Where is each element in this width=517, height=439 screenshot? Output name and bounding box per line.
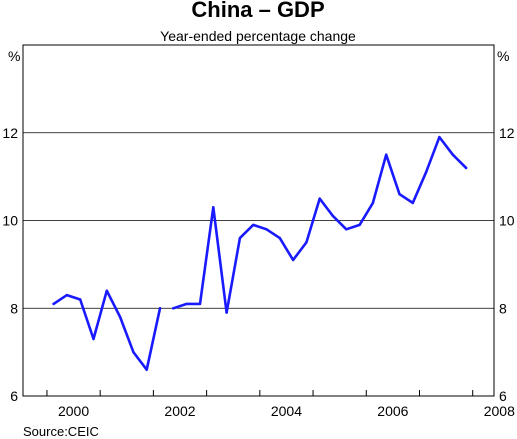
- x-tick-label: 2000: [58, 403, 89, 419]
- y-tick-label-right: 8: [499, 300, 507, 316]
- data-point: [291, 258, 295, 262]
- data-point: [251, 223, 255, 227]
- data-point: [424, 171, 428, 174]
- data-point: [411, 201, 415, 205]
- axis-labels: 6 6 8 8 10 10 12 12 2000 2002 2004 2006 2008: [2, 125, 515, 419]
- data-point: [172, 307, 175, 310]
- data-point: [345, 228, 348, 231]
- data-point: [132, 350, 135, 354]
- data-point: [438, 135, 441, 139]
- y-tick-label-left: 12: [2, 125, 18, 141]
- y-tick-label-left: 8: [10, 300, 18, 316]
- data-point: [331, 214, 335, 218]
- y-unit-left: %: [8, 48, 20, 64]
- series-layer: [52, 135, 468, 372]
- axis-ticks: [46, 390, 474, 396]
- source-note: Source:CEIC: [23, 424, 99, 439]
- gdp-series-line: [52, 289, 162, 372]
- y-tick-label-right: 6: [499, 388, 507, 404]
- data-point: [79, 298, 82, 301]
- data-point: [225, 311, 228, 314]
- data-point: [318, 197, 321, 200]
- x-tick-label: 2002: [164, 403, 195, 419]
- y-tick-label-left: 6: [10, 388, 18, 404]
- chart-subtitle: Year-ended percentage change: [160, 28, 356, 44]
- plot-frame: [22, 44, 495, 397]
- y-tick-label-right: 10: [499, 213, 515, 229]
- gdp-series-line: [172, 135, 468, 314]
- data-point: [278, 236, 281, 240]
- data-point: [198, 302, 202, 306]
- data-point: [105, 289, 109, 292]
- data-point: [464, 166, 468, 170]
- data-point: [265, 228, 268, 231]
- data-point: [371, 201, 375, 205]
- x-tick-label: 2006: [377, 403, 408, 419]
- data-point: [398, 192, 401, 196]
- x-tick-label: 2004: [271, 403, 302, 419]
- data-point: [158, 307, 162, 310]
- data-point: [92, 337, 95, 341]
- data-point: [451, 153, 454, 156]
- data-point: [52, 302, 55, 306]
- data-point: [212, 206, 215, 209]
- x-tick-label: 2008: [484, 403, 515, 419]
- y-tick-label-left: 10: [2, 213, 18, 229]
- data-point: [305, 241, 308, 244]
- data-point: [238, 236, 242, 240]
- data-point: [118, 315, 122, 319]
- data-point: [385, 153, 388, 156]
- data-point: [358, 223, 361, 227]
- data-point: [185, 302, 188, 306]
- y-tick-label-right: 12: [499, 125, 515, 141]
- y-unit-right: %: [497, 48, 509, 64]
- gridlines: [23, 132, 494, 309]
- data-point: [65, 293, 69, 297]
- data-point: [145, 368, 148, 371]
- chart-title: China – GDP: [191, 0, 324, 22]
